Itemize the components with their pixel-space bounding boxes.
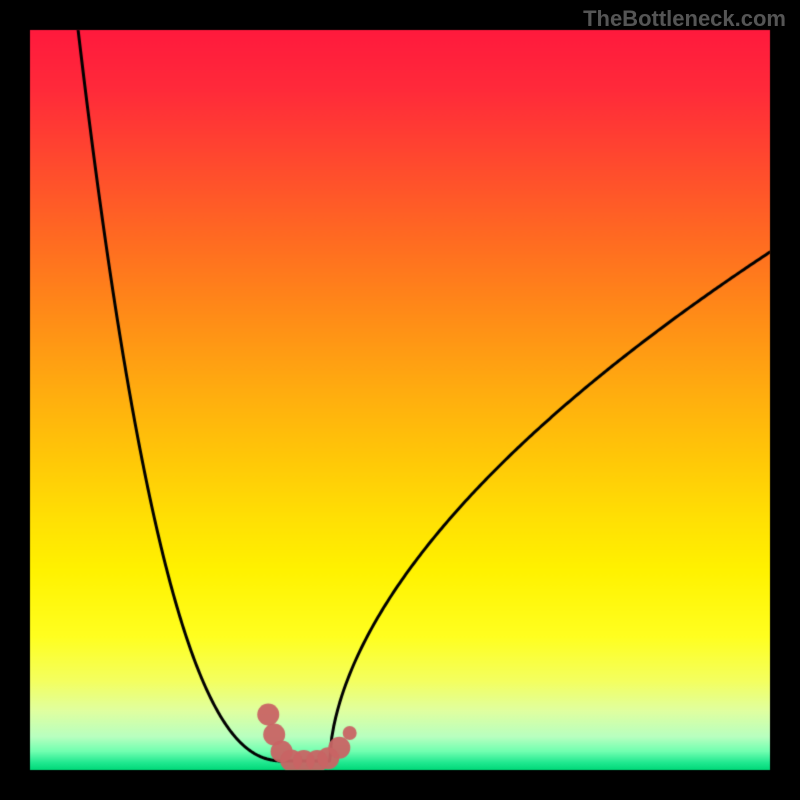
chart-stage: TheBottleneck.com [0, 0, 800, 800]
watermark-text: TheBottleneck.com [583, 6, 786, 32]
bottleneck-curve-canvas [0, 0, 800, 800]
